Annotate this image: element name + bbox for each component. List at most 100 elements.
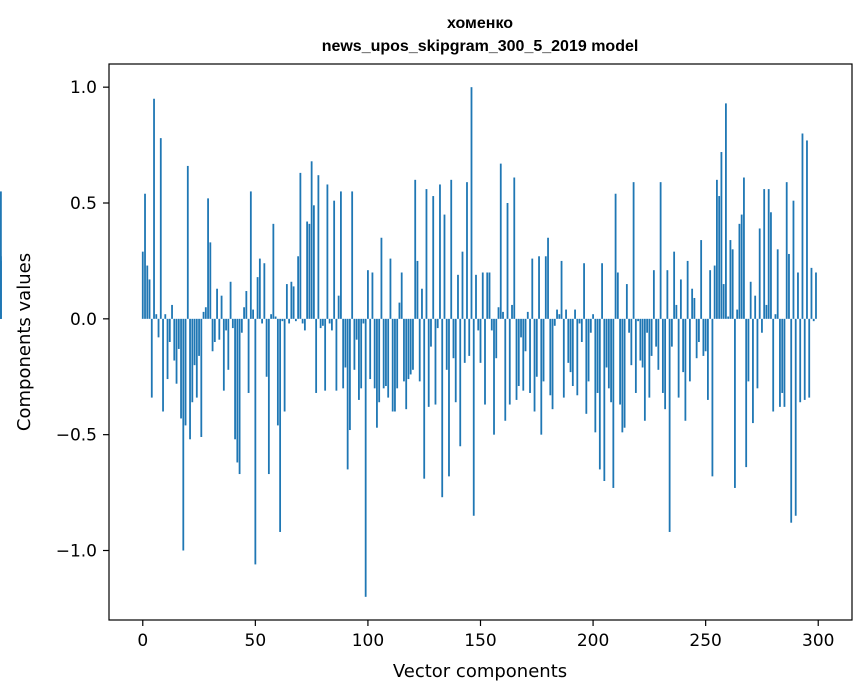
bar <box>806 140 808 319</box>
bar <box>193 318 196 366</box>
bar <box>418 318 421 382</box>
bar <box>227 318 230 370</box>
bar <box>704 318 707 352</box>
bar <box>601 263 603 319</box>
bar <box>283 318 286 412</box>
bar <box>306 221 309 319</box>
bar <box>412 318 414 370</box>
bar <box>364 318 367 597</box>
bar <box>515 318 518 400</box>
bar <box>517 318 520 387</box>
bar <box>504 318 507 421</box>
bar <box>146 265 149 319</box>
bar <box>502 311 504 319</box>
bar <box>358 318 360 400</box>
y-tick-label: −1.0 <box>56 542 97 562</box>
bar <box>171 304 173 319</box>
bar <box>765 304 768 319</box>
bar <box>457 274 459 319</box>
bar <box>666 270 669 319</box>
bar <box>310 161 313 319</box>
bar <box>434 318 437 405</box>
bar <box>785 182 788 319</box>
bar <box>373 318 376 389</box>
bar <box>623 318 626 428</box>
bar <box>317 175 320 319</box>
chart-title-line-1: хоменко <box>447 15 513 32</box>
bar <box>619 318 621 405</box>
bar <box>371 272 374 319</box>
bar <box>394 318 396 412</box>
bar <box>247 318 250 393</box>
bar <box>349 318 351 431</box>
bar <box>448 318 450 477</box>
bar <box>641 318 644 368</box>
x-tick-label: 200 <box>577 631 609 651</box>
bar <box>292 286 295 319</box>
bar <box>810 267 813 319</box>
bar <box>634 318 637 393</box>
bar <box>470 87 473 319</box>
bar <box>569 318 572 373</box>
bar <box>326 184 329 319</box>
bar <box>342 318 345 389</box>
bar <box>382 318 385 389</box>
bar <box>346 318 349 470</box>
bar <box>430 318 432 347</box>
bar <box>637 318 640 322</box>
bar <box>254 318 257 565</box>
bar <box>265 318 268 377</box>
bar <box>403 318 405 382</box>
bar <box>294 318 297 322</box>
bar <box>479 318 482 363</box>
bar <box>499 163 502 319</box>
x-tick-label: 0 <box>137 631 148 651</box>
bar <box>729 240 732 319</box>
bar <box>508 318 511 405</box>
bar <box>231 318 234 329</box>
bar <box>576 318 579 396</box>
bar <box>740 214 743 319</box>
bar <box>799 318 802 403</box>
bar <box>432 196 435 319</box>
bar <box>655 318 658 347</box>
bar <box>558 314 561 319</box>
y-axis: 1.0 0.5 0.0 −0.5 −1.0 <box>56 78 109 562</box>
bar <box>486 272 489 319</box>
bar <box>162 318 164 412</box>
bar <box>594 318 597 433</box>
bar <box>531 258 534 319</box>
bar <box>198 318 200 356</box>
bar <box>173 318 176 361</box>
bar <box>276 318 279 426</box>
bar <box>477 318 480 331</box>
bar <box>526 311 529 319</box>
bar <box>468 318 471 356</box>
bar <box>695 318 698 359</box>
bar <box>155 314 158 319</box>
bar <box>439 184 441 319</box>
bar <box>340 191 342 319</box>
bar <box>153 98 155 319</box>
bar <box>398 302 401 319</box>
bar <box>209 242 212 319</box>
x-tick-label: 300 <box>802 631 834 651</box>
bar <box>321 318 324 326</box>
bar <box>256 277 259 319</box>
bar <box>148 279 151 319</box>
bar <box>261 318 263 324</box>
bar <box>661 318 664 393</box>
bar <box>567 318 570 363</box>
bar <box>441 318 444 498</box>
bar <box>396 318 399 389</box>
bar <box>743 177 745 319</box>
bar <box>252 309 254 319</box>
bar <box>583 263 585 319</box>
bar <box>299 172 302 319</box>
bar <box>324 318 327 391</box>
bar <box>385 318 387 387</box>
bar <box>736 309 739 319</box>
bar <box>722 284 725 319</box>
bar <box>553 318 556 326</box>
bar <box>682 318 685 373</box>
